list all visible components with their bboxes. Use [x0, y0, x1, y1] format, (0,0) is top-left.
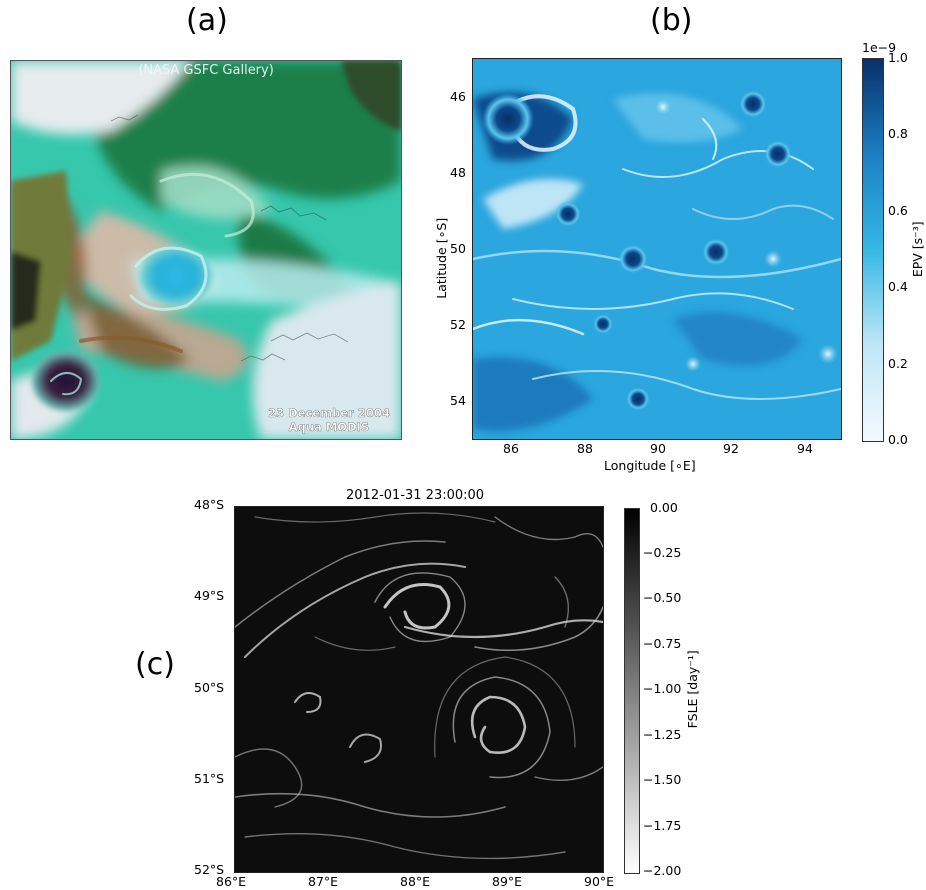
panel-b-yticklabel: 50	[450, 241, 466, 256]
panel-b-yticklabel: 52	[450, 317, 466, 332]
epv-field-drawing	[473, 59, 841, 439]
panel-a-satellite-image: (NASA GSFC Gallery) 23 December 2004 Aqu…	[10, 60, 402, 440]
panel-c-colorbar-tick: −0.50	[643, 590, 682, 605]
panel-c-colorbar-tick: −1.00	[643, 681, 682, 696]
satellite-caption-date: 23 December 2004	[268, 406, 390, 420]
panel-c-yticklabel: 51°S	[194, 771, 225, 786]
panel-a-label: (a)	[186, 3, 228, 38]
panel-c-colorbar-tick: −2.00	[643, 863, 682, 878]
panel-c-yticklabel: 49°S	[194, 588, 225, 603]
panel-c-xticklabel: 86°E	[216, 874, 247, 889]
panel-c-label: (c)	[135, 647, 175, 682]
panel-b-colorbar-scale-note: 1e−9	[862, 40, 897, 55]
panel-b-colorbar-tick: 0.6	[888, 203, 908, 218]
panel-c-colorbar-tick: −1.75	[643, 818, 682, 833]
panel-c-yticklabel: 50°S	[194, 680, 225, 695]
panel-c-yticklabel: 52°S	[194, 862, 225, 877]
panel-b-epv-field	[472, 58, 842, 440]
panel-b-colorbar	[862, 58, 884, 442]
panel-c-xticklabel: 88°E	[400, 874, 431, 889]
panel-b-xticklabel: 90	[650, 441, 666, 456]
satellite-caption-instrument: Aqua MODIS	[289, 420, 369, 434]
satellite-watermark: (NASA GSFC Gallery)	[138, 63, 274, 78]
satellite-image-drawing: (NASA GSFC Gallery) 23 December 2004 Aqu…	[11, 61, 401, 439]
panel-b-colorbar-tick: 0.4	[888, 279, 908, 294]
panel-c-colorbar-label: FSLE [day⁻¹]	[684, 650, 700, 729]
panel-b-colorbar-tick: 0.8	[888, 126, 908, 141]
panel-b-xlabel: Longitude [∘E]	[604, 458, 696, 473]
panel-c-xticklabel: 89°E	[492, 874, 523, 889]
panel-c-xticklabel: 87°E	[308, 874, 339, 889]
panel-b-label: (b)	[650, 3, 693, 38]
panel-b-yticklabel: 54	[450, 393, 466, 408]
panel-b-colorbar-tick: 0.2	[888, 356, 908, 371]
panel-c-fsle-field	[234, 506, 604, 873]
panel-b-colorbar-tick: 1.0	[888, 50, 908, 65]
panel-c-colorbar	[624, 508, 640, 874]
panel-c-colorbar-tick: −0.25	[643, 545, 682, 560]
panel-b-yticklabel: 48	[450, 165, 466, 180]
panel-c-title: 2012-01-31 23:00:00	[346, 488, 485, 503]
panel-c-colorbar-tick: 0.00	[650, 500, 678, 515]
panel-b-xticklabel: 94	[797, 441, 813, 456]
panel-b-xticklabel: 88	[577, 441, 593, 456]
panel-b-xticklabel: 86	[503, 441, 519, 456]
panel-c-colorbar-tick: −1.50	[643, 772, 682, 787]
panel-b-ylabel: Latitude [∘S]	[433, 217, 449, 299]
panel-c-yticklabel: 48°S	[194, 497, 225, 512]
panel-b-colorbar-tick: 0.0	[888, 432, 908, 447]
panel-b-yticklabel: 46	[450, 89, 466, 104]
panel-b-xticklabel: 92	[723, 441, 739, 456]
panel-c-xticklabel: 90°E	[584, 874, 615, 889]
panel-c-colorbar-tick: −1.25	[643, 727, 682, 742]
panel-b-colorbar-label: EPV [s⁻³]	[909, 221, 925, 278]
fsle-field-drawing	[235, 507, 603, 872]
panel-c-colorbar-tick: −0.75	[643, 636, 682, 651]
